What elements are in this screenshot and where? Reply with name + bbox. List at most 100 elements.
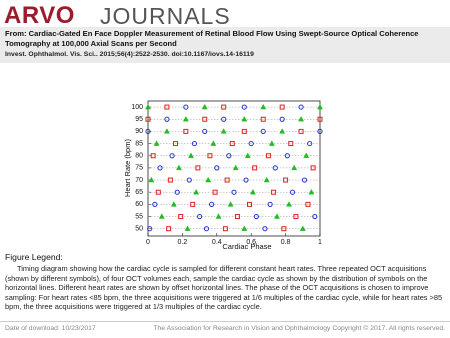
circle-marker [284,153,290,159]
square-marker [281,226,287,232]
square-marker [265,153,271,159]
circle-marker [241,104,247,110]
triangle-marker [244,152,251,158]
circle-marker [203,226,210,232]
plot-frame [147,100,321,237]
circle-marker [147,226,153,232]
article-title: Cardiac-Gated En Face Doppler Measuremen… [5,29,419,48]
square-marker [271,189,277,195]
triangle-marker [201,103,208,110]
logo-text: JOURNALS [100,3,231,29]
circle-marker [221,116,227,122]
square-marker [155,189,161,195]
from-label: From: [5,29,27,38]
circle-marker [186,177,192,183]
circle-marker [183,104,189,110]
chart: Cardiac Phase Heart Rate (bpm) 50 55 60 65 7… [123,100,323,250]
square-marker [183,128,189,134]
x-tick-label: 0 [146,239,150,246]
square-marker [293,214,299,220]
square-marker [317,116,323,122]
circle-marker [260,128,266,135]
circle-marker [298,104,304,110]
triangle-marker [317,103,323,110]
y-tick-label: 70 [135,177,143,184]
triangle-marker [176,164,182,171]
triangle-marker [263,176,270,183]
download-date: Date of download: 10/23/2017 [5,325,96,332]
x-tick-label: 0.6 [246,239,256,246]
square-marker [298,128,304,134]
square-marker [288,141,294,147]
triangle-marker [170,201,177,207]
triangle-marker [268,140,275,146]
square-marker [164,104,170,110]
circle-marker [248,140,254,147]
triangle-marker [299,225,306,231]
y-axis-label: Heart Rate (bpm) [123,139,132,197]
x-tick-label: 0.4 [212,239,222,246]
circle-marker [279,116,285,122]
y-tick-label: 60 [135,201,143,208]
y-tick-label: 50 [135,226,143,233]
x-axis-label: Cardiac Phase [222,242,271,250]
citation: From: Cardiac-Gated En Face Doppler Meas… [5,29,445,49]
triangle-marker [210,140,217,146]
triangle-marker [205,176,212,183]
circle-marker [307,140,313,147]
square-marker [145,116,151,122]
circle-marker [243,177,249,183]
circle-marker [164,116,170,122]
triangle-marker [163,128,170,134]
y-tick-label: 75 [135,165,143,172]
triangle-marker [158,213,165,219]
journal-reference: Invest. Ophthalmol. Vis. Sci.. 2015;56(4… [5,51,254,58]
square-marker [234,214,240,220]
y-tick-label: 85 [135,140,143,147]
circle-marker [214,165,220,171]
triangle-marker [260,103,267,110]
triangle-marker [193,188,200,195]
triangle-marker [184,225,191,231]
circle-marker [253,213,259,220]
square-marker [229,141,235,147]
circle-marker [301,177,308,183]
triangle-marker [227,201,234,207]
circle-marker [267,201,273,207]
y-tick-label: 65 [135,189,143,196]
circle-marker [209,201,215,207]
triangle-marker [274,213,280,219]
square-marker [241,128,247,134]
square-marker [279,104,285,110]
square-marker [166,226,172,232]
square-marker [310,165,316,171]
y-tick-label: 80 [135,153,143,160]
circle-marker [157,165,163,171]
square-marker [167,177,173,183]
circle-marker [152,201,158,207]
square-marker [246,201,252,207]
square-marker [283,177,289,183]
triangle-marker [153,140,160,146]
triangle-marker [303,152,310,158]
square-marker [202,116,208,122]
triangle-marker [298,116,305,122]
square-marker [190,201,196,207]
square-marker [305,201,311,207]
triangle-marker [145,103,151,110]
triangle-marker [148,176,155,183]
footer-rule [0,321,450,322]
y-tick-label: 95 [135,116,143,123]
circle-marker [289,189,296,195]
circle-marker [226,153,232,159]
square-marker [150,153,156,159]
square-marker [195,165,201,171]
triangle-marker [220,128,227,134]
square-marker [224,177,230,183]
square-marker [212,189,218,195]
triangle-marker [241,116,248,122]
legend-text: Timing diagram showing how the cardiac c… [5,264,443,312]
triangle-marker [249,188,256,195]
square-marker [252,165,258,171]
